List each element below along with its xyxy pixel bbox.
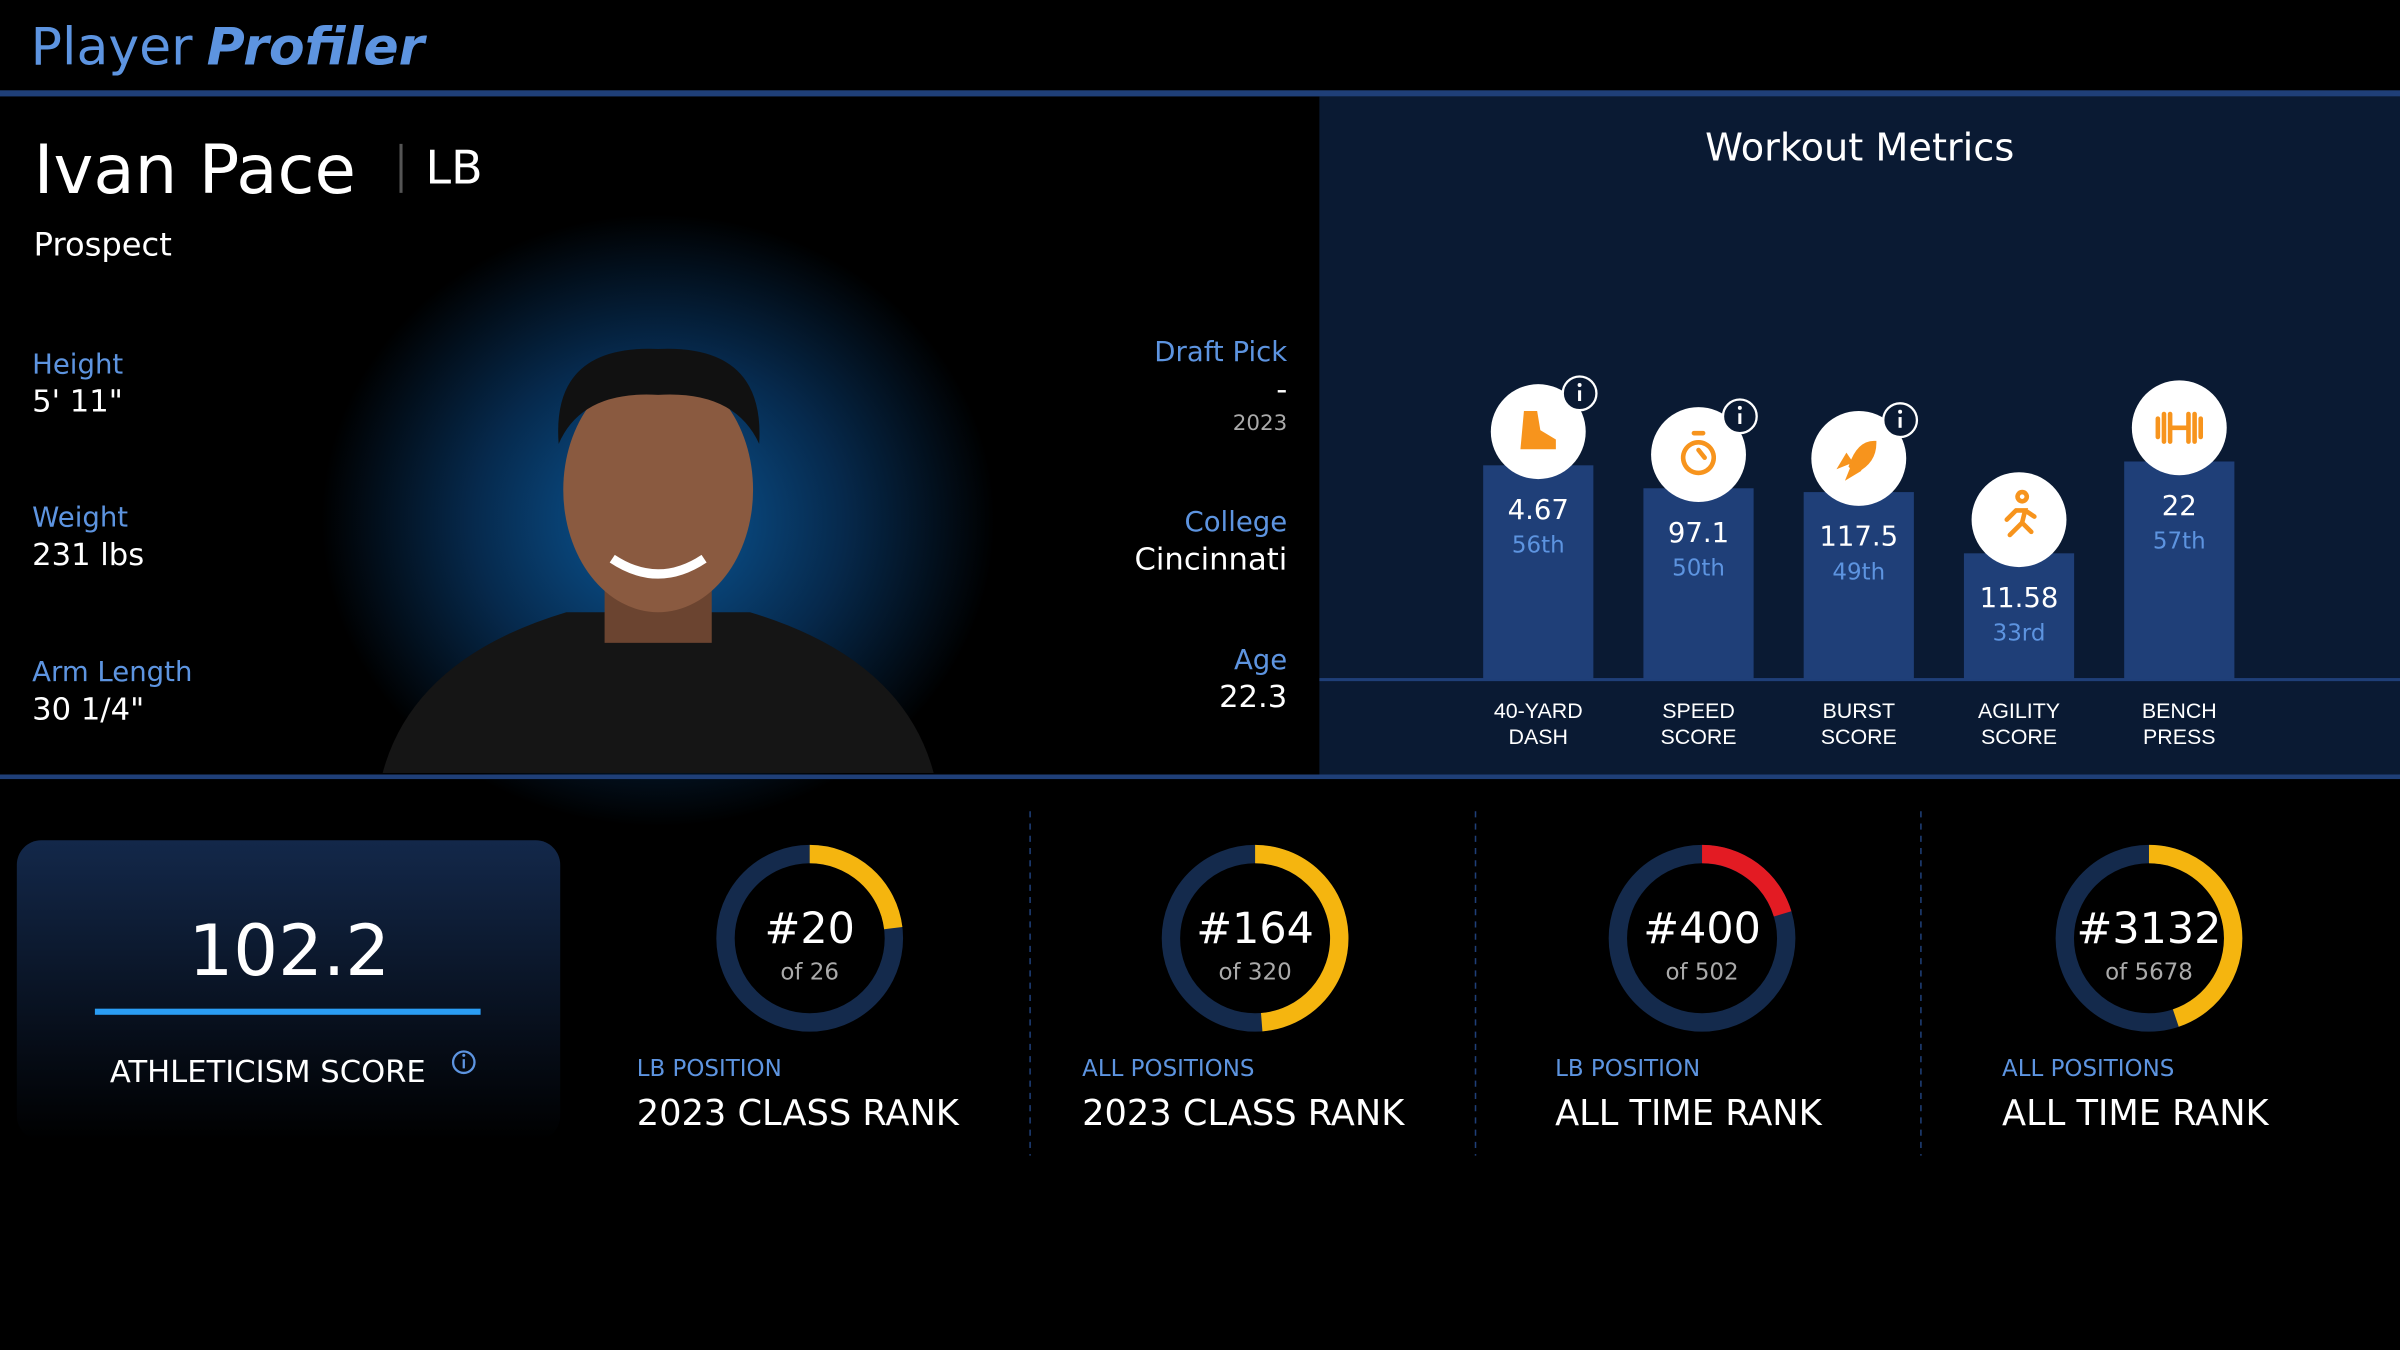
rank-subtitle: ALL POSITIONS [1082,1056,1254,1082]
detail-label: Draft Pick [1154,336,1287,368]
metric-icon [2004,489,2037,538]
rank-ring-arc [2148,844,2243,1027]
workout-bar [2124,461,2235,680]
rank-number: #20 [764,904,854,954]
detail-value: Cincinnati [1135,542,1288,577]
rank-ring-arc [809,844,903,930]
workout-bar [1483,465,1594,680]
player-position: LB [426,141,483,195]
info-badge-dot [1577,382,1582,387]
logo-bold[interactable]: Profiler [207,17,428,77]
rank-title: ALL TIME RANK [2002,1093,2270,1134]
metric-icon-bg [1971,472,2067,568]
metric-value: 97.1 [1668,517,1729,549]
detail-label: Height [32,348,123,380]
metric-icon [1680,430,1716,476]
athleticism-card [16,840,561,1141]
metric-percentile: 50th [1672,556,1725,582]
metric-value: 22 [2162,490,2197,522]
metric-percentile: 56th [1512,533,1565,559]
detail-value: 5' 11" [32,385,123,420]
metric-icon [1836,440,1877,481]
rank-total: of 5678 [2105,960,2193,986]
rank-subtitle: LB POSITION [1555,1056,1700,1082]
info-icon[interactable] [451,1050,476,1075]
rank-number: #3132 [2077,904,2222,954]
info-badge-dot [1898,409,1903,414]
player-name: Ivan Pace [34,130,356,209]
athleticism-score: 102.2 [189,910,391,992]
rank-ring-arc [1701,844,1792,917]
rank-total: of 320 [1219,960,1292,986]
metric-value: 117.5 [1819,521,1898,553]
info-badge[interactable] [1561,375,1598,412]
athleticism-label: ATHLETICISM SCORE [110,1055,426,1090]
metric-label: BURST [1822,699,1895,723]
info-badge[interactable] [1721,398,1758,435]
metric-label: SPEED [1662,699,1735,723]
workout-bar [1963,553,2075,680]
rank-number: #400 [1643,904,1761,954]
name-separator [399,143,403,193]
metric-label: PRESS [2143,725,2216,749]
player-status: Prospect [34,226,172,264]
info-badge-dot [1737,405,1742,410]
detail-value: - [1276,372,1287,407]
metric-label: BENCH [2142,699,2217,723]
detail-value: 22.3 [1219,680,1287,715]
detail-note: 2023 [1233,411,1287,436]
detail-label: Weight [32,502,128,534]
rank-title: 2023 CLASS RANK [1082,1093,1405,1134]
detail-value: 30 1/4" [32,692,144,727]
detail-value: 231 lbs [32,538,144,573]
info-badge[interactable] [1882,402,1919,439]
rank-subtitle: LB POSITION [637,1056,782,1082]
workout-title: Workout Metrics [1705,126,2014,171]
workout-bar [1803,492,1914,680]
metric-label: SCORE [1660,725,1736,749]
detail-label: Age [1234,644,1287,676]
rank-title: 2023 CLASS RANK [637,1093,960,1134]
metric-percentile: 49th [1832,559,1885,585]
metric-percentile: 57th [2153,529,2206,555]
metric-label: AGILITY [1978,699,2060,723]
score-underline [94,1008,481,1015]
metric-value: 11.58 [1980,582,2059,614]
player-photo [382,348,934,773]
rank-number: #164 [1196,904,1314,954]
metric-icon [2155,411,2204,444]
metric-percentile: 33rd [1993,621,2046,647]
logo-light[interactable]: Player [31,17,194,77]
header-rule [0,90,2400,97]
metric-icon [1520,410,1556,450]
rank-ring-arc [1254,844,1349,1032]
metric-value: 4.67 [1508,494,1569,526]
metric-icon-bg [1651,407,1746,503]
rank-total: of 26 [780,960,839,986]
metric-label: 40-YARD [1494,699,1583,723]
section-rule [0,774,2400,780]
detail-label: College [1184,506,1287,538]
metric-label: SCORE [1981,725,2057,749]
metric-label: SCORE [1821,725,1897,749]
detail-label: Arm Length [32,656,192,688]
rank-title: ALL TIME RANK [1555,1093,1823,1134]
rank-total: of 502 [1665,960,1738,986]
workout-bar [1643,488,1754,680]
rank-subtitle: ALL POSITIONS [2002,1056,2174,1082]
metric-label: DASH [1509,725,1568,749]
